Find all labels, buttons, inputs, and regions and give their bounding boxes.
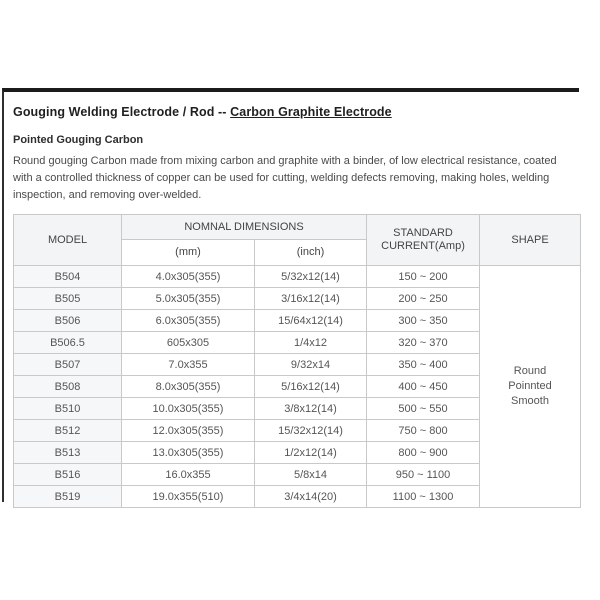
header-standard-current: STANDARD CURRENT(Amp) [366, 214, 481, 266]
model-cell: B516 [13, 463, 122, 486]
mm-cell: 6.0x305(355) [121, 309, 255, 332]
table-row: B504 4.0x305(355) 5/32x12(14) 150 ~ 200 Roun… [13, 265, 582, 508]
page-title-prefix: Gouging Welding Electrode / Rod -- [13, 105, 231, 119]
section-heading: Pointed Gouging Carbon [13, 134, 144, 146]
carbon-graphite-electrode-link[interactable]: Carbon Graphite Electrode [230, 105, 392, 119]
inch-cell: 5/16x12(14) [253, 375, 368, 398]
inch-cell: 3/16x12(14) [253, 287, 368, 310]
mm-cell: 19.0x355(510) [121, 485, 255, 508]
current-cell: 1100 ~ 1300 [366, 485, 481, 508]
current-cell: 950 ~ 1100 [366, 463, 481, 486]
table-row: B508 8.0x305(355) 5/16x12(14) 400 ~ 450 [13, 375, 581, 398]
inch-cell: 1/2x12(14) [253, 441, 368, 464]
model-cell: B506 [13, 309, 122, 332]
inch-cell: 15/32x12(14) [253, 419, 368, 442]
header-nominal-dimensions: NOMNAL DIMENSIONS [120, 214, 368, 240]
model-cell: B504 [13, 265, 122, 288]
model-cell: B512 [13, 419, 122, 442]
inch-cell: 3/4x14(20) [253, 485, 368, 508]
current-cell: 300 ~ 350 [366, 309, 481, 332]
current-cell: 350 ~ 400 [366, 353, 481, 376]
mm-cell: 10.0x305(355) [121, 397, 255, 420]
spec-table-header: MODEL NOMNAL DIMENSIONS STANDARD CURRENT… [13, 214, 582, 266]
current-cell: 400 ~ 450 [366, 375, 481, 398]
page-title: Gouging Welding Electrode / Rod -- Carbo… [13, 105, 575, 119]
table-row: B507 7.0x355 9/32x14 350 ~ 400 [13, 353, 581, 376]
inch-cell: 1/4x12 [253, 331, 368, 354]
mm-cell: 16.0x355 [121, 463, 255, 486]
model-cell: B510 [13, 397, 122, 420]
header-mm: (mm) [121, 239, 255, 266]
model-cell: B506.5 [13, 331, 122, 354]
shape-cell: Round Poinnted Smooth [479, 265, 582, 508]
product-description: Round gouging Carbon made from mixing ca… [13, 155, 557, 201]
current-cell: 320 ~ 370 [366, 331, 481, 354]
content-box: Gouging Welding Electrode / Rod -- Carbo… [2, 88, 582, 508]
header-inch: (inch) [253, 239, 368, 266]
current-cell: 750 ~ 800 [366, 419, 481, 442]
spec-table: MODEL NOMNAL DIMENSIONS STANDARD CURRENT… [13, 214, 582, 508]
table-row: B506.5 605x305 1/4x12 320 ~ 370 [13, 331, 581, 354]
inch-cell: 5/8x14 [253, 463, 368, 486]
model-cell: B519 [13, 485, 122, 508]
mm-cell: 13.0x305(355) [121, 441, 255, 464]
header-shape: SHAPE [479, 214, 582, 266]
inch-cell: 9/32x14 [253, 353, 368, 376]
mm-cell: 8.0x305(355) [121, 375, 255, 398]
model-cell: B508 [13, 375, 122, 398]
mm-cell: 5.0x305(355) [121, 287, 255, 310]
header-model: MODEL [13, 214, 122, 266]
table-row: B512 12.0x305(355) 15/32x12(14) 750 ~ 800 [13, 419, 581, 442]
table-row: B505 5.0x305(355) 3/16x12(14) 200 ~ 250 [13, 287, 581, 310]
mm-cell: 605x305 [121, 331, 255, 354]
current-cell: 200 ~ 250 [366, 287, 481, 310]
table-row: B510 10.0x305(355) 3/8x12(14) 500 ~ 550 [13, 397, 581, 420]
model-cell: B513 [13, 441, 122, 464]
table-row: B513 13.0x305(355) 1/2x12(14) 800 ~ 900 [13, 441, 581, 464]
inch-cell: 15/64x12(14) [253, 309, 368, 332]
model-cell: B507 [13, 353, 122, 376]
spec-table-body: B504 4.0x305(355) 5/32x12(14) 150 ~ 200 Roun… [13, 265, 582, 508]
table-row: B519 19.0x355(510) 3/4x14(20) 1100 ~ 1300 [13, 485, 581, 508]
model-cell: B505 [13, 287, 122, 310]
table-row: B516 16.0x355 5/8x14 950 ~ 1100 [13, 463, 581, 486]
current-cell: 500 ~ 550 [366, 397, 481, 420]
current-cell: 150 ~ 200 [366, 265, 481, 288]
inch-cell: 5/32x12(14) [253, 265, 368, 288]
mm-cell: 7.0x355 [121, 353, 255, 376]
current-cell: 800 ~ 900 [366, 441, 481, 464]
inch-cell: 3/8x12(14) [253, 397, 368, 420]
mm-cell: 4.0x305(355) [121, 265, 255, 288]
mm-cell: 12.0x305(355) [121, 419, 255, 442]
